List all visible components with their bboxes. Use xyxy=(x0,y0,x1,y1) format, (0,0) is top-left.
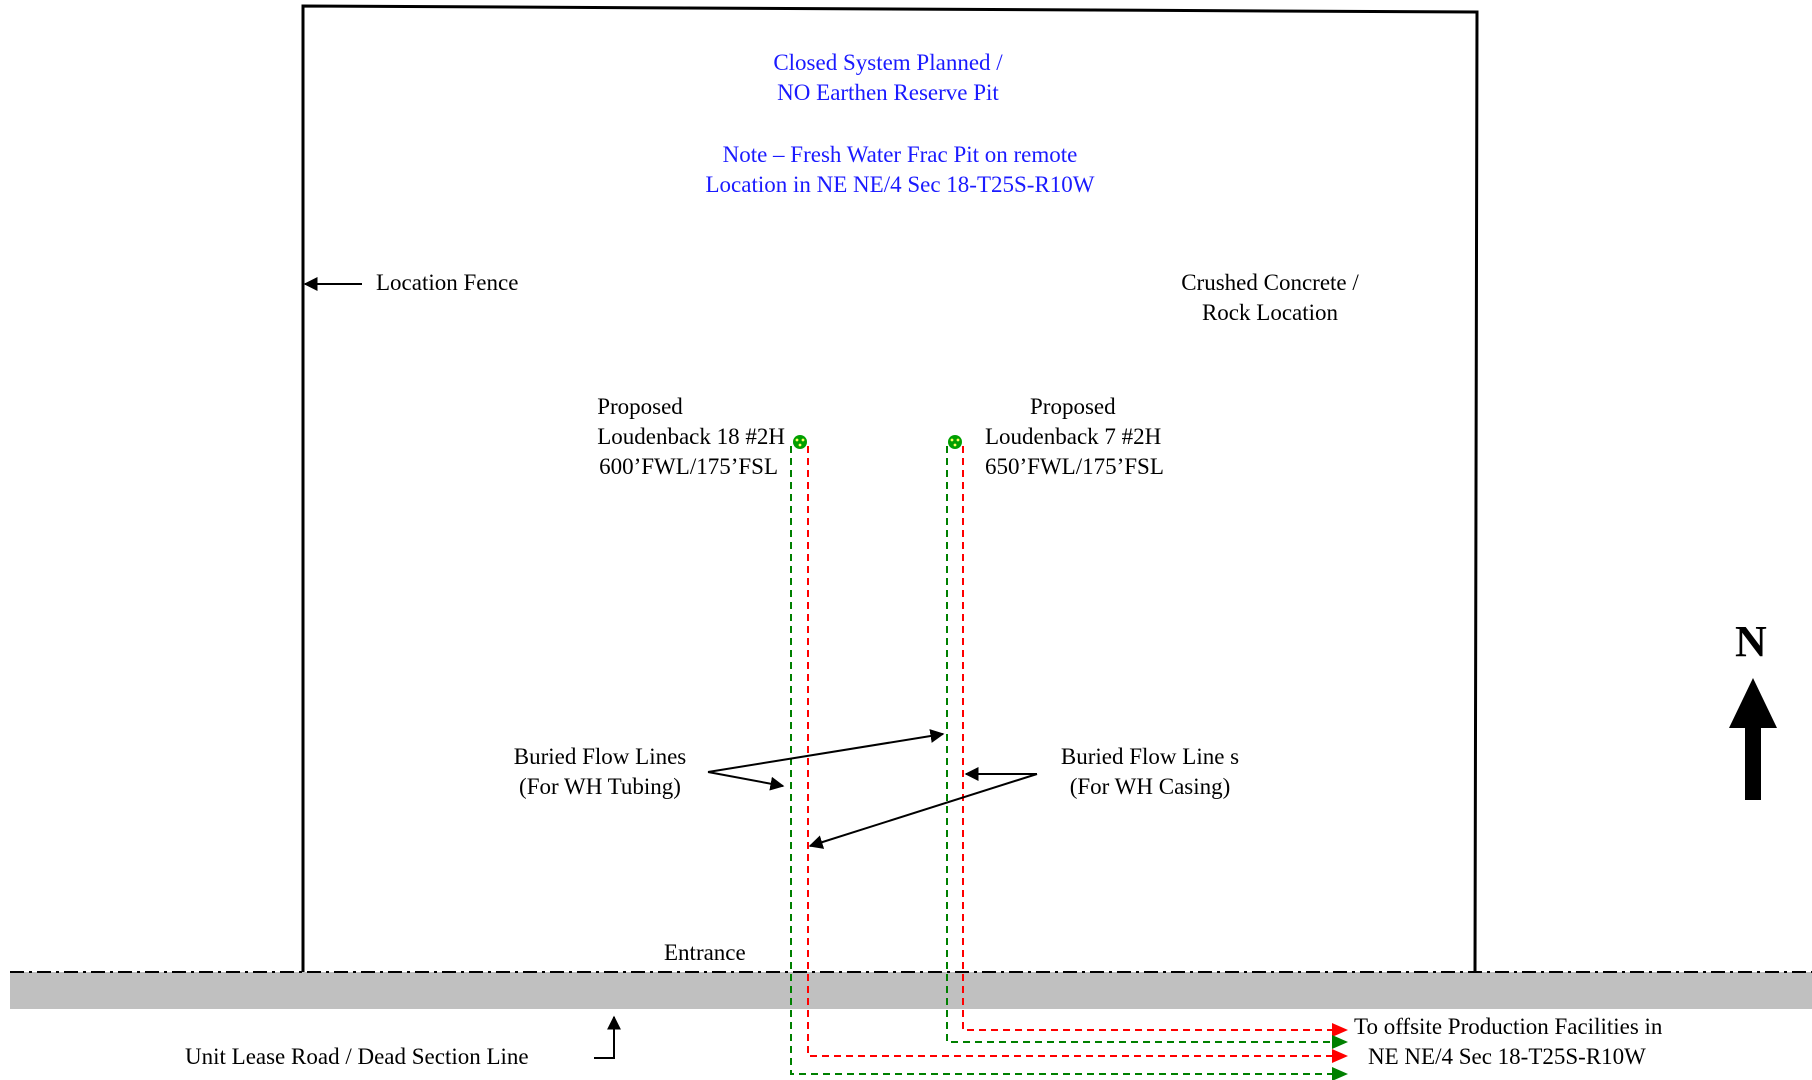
well-1-status: Proposed xyxy=(597,394,683,419)
tubing-callout-arrow-2 xyxy=(707,729,945,773)
offsite-label: To offsite Production Facilities in NE N… xyxy=(1354,1012,1662,1072)
tubing-flow-line-1 xyxy=(807,446,1340,1057)
tubing-label-line-1: Buried Flow Lines xyxy=(513,744,687,769)
location-fence-label: Location Fence xyxy=(376,270,519,295)
surface-label: Crushed Concrete / Rock Location xyxy=(1120,268,1420,328)
well-1-label: Proposed Loudenback 18 #2H 600’FWL/175’F… xyxy=(555,392,785,482)
well-1-name: Loudenback 18 #2H xyxy=(597,424,785,449)
location-fence xyxy=(301,4,1479,973)
north-arrow-icon xyxy=(1729,678,1777,800)
surface-line-2: Rock Location xyxy=(1201,300,1339,325)
well-2-status: Proposed xyxy=(1030,394,1116,419)
casing-arrowhead-2 xyxy=(1332,1067,1348,1080)
casing-label-line-2: (For WH Casing) xyxy=(1069,774,1231,799)
offsite-line-2: NE NE/4 Sec 18-T25S-R10W xyxy=(1368,1044,1646,1069)
wellhead-1-icon xyxy=(793,435,807,449)
casing-arrowhead-1 xyxy=(1332,1035,1348,1049)
closed-system-note: Closed System Planned / NO Earthen Reser… xyxy=(688,48,1088,108)
tubing-arrowhead-2 xyxy=(1332,1049,1348,1063)
well-2-location: 650’FWL/175’FSL xyxy=(985,454,1164,479)
north-label: N xyxy=(1735,617,1767,666)
tubing-arrowhead-1 xyxy=(1332,1023,1348,1037)
note-line-4: Location in NE NE/4 Sec 18-T25S-R10W xyxy=(705,172,1095,197)
well-2-label: Proposed Loudenback 7 #2H 650’FWL/175’FS… xyxy=(985,392,1215,482)
tubing-flow-line-label: Buried Flow Lines (For WH Tubing) xyxy=(480,742,720,802)
casing-flow-line-2 xyxy=(946,446,1340,1043)
note-line-2: NO Earthen Reserve Pit xyxy=(777,80,999,105)
tubing-callout-arrow-1 xyxy=(707,771,785,791)
offsite-line-1: To offsite Production Facilities in xyxy=(1354,1014,1663,1039)
wellhead-2-icon xyxy=(948,435,962,449)
frac-pit-note: Note – Fresh Water Frac Pit on remote Lo… xyxy=(640,140,1160,200)
casing-callout-arrow-2 xyxy=(808,773,1038,849)
road-callout-arrow xyxy=(594,1015,621,1059)
casing-label-line-1: Buried Flow Line s xyxy=(1060,744,1240,769)
well-1-location: 600’FWL/175’FSL xyxy=(599,454,778,479)
note-line-1: Closed System Planned / xyxy=(773,50,1003,75)
note-line-3: Note – Fresh Water Frac Pit on remote xyxy=(722,142,1078,167)
lease-road xyxy=(10,972,1812,1009)
entrance-label: Entrance xyxy=(664,940,746,965)
tubing-label-line-2: (For WH Tubing) xyxy=(519,774,681,799)
well-2-name: Loudenback 7 #2H xyxy=(985,424,1162,449)
casing-flow-line-label: Buried Flow Line s (For WH Casing) xyxy=(1030,742,1270,802)
road-label: Unit Lease Road / Dead Section Line xyxy=(185,1044,529,1069)
surface-line-1: Crushed Concrete / xyxy=(1181,270,1359,295)
tubing-flow-line-2 xyxy=(962,446,1340,1031)
casing-flow-line-1 xyxy=(790,446,1340,1075)
